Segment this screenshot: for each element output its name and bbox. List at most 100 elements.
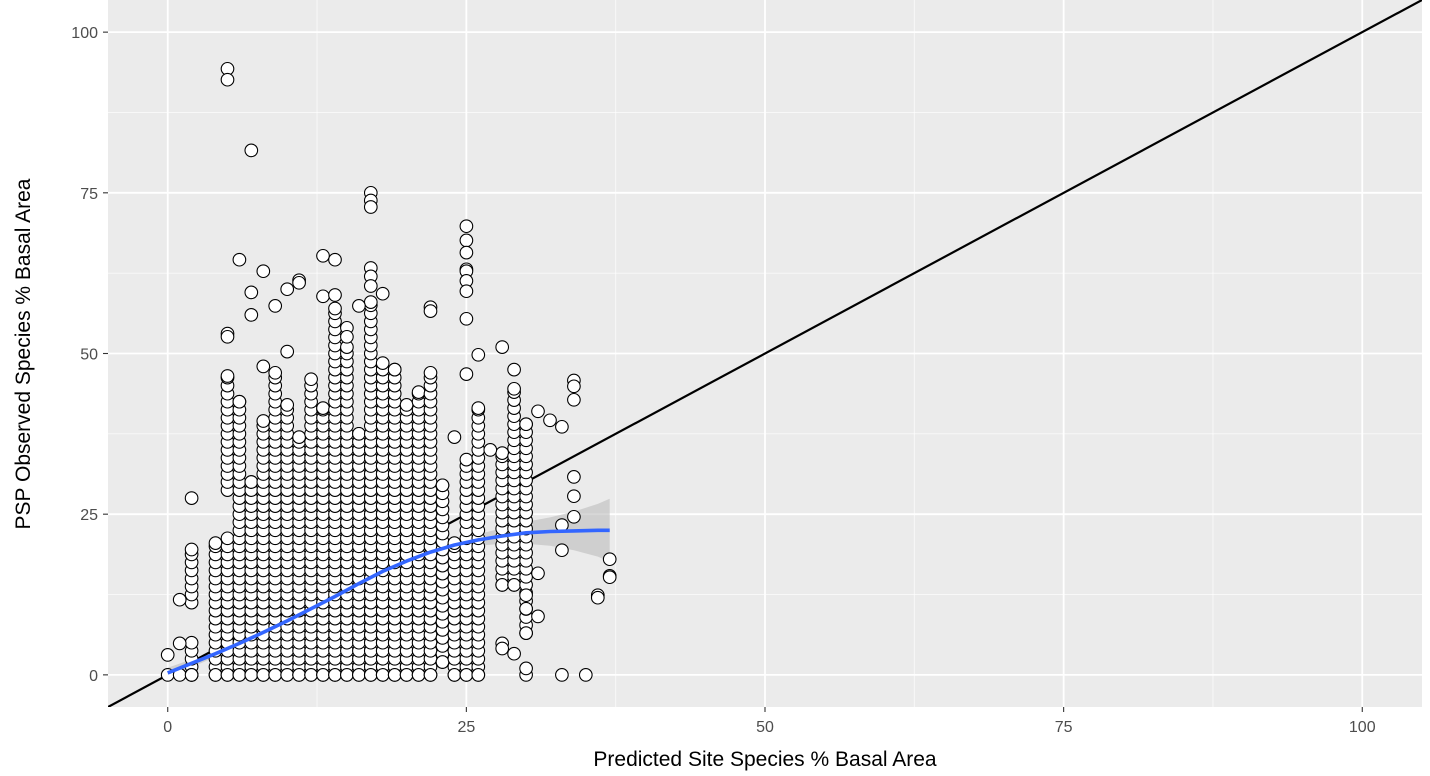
data-point: [280, 668, 295, 682]
data-point: [363, 200, 378, 214]
data-point: [184, 635, 199, 650]
data-point: [184, 668, 199, 682]
data-point: [328, 668, 342, 682]
data-point: [507, 578, 521, 592]
data-point: [555, 419, 569, 434]
data-point: [160, 648, 175, 662]
data-point: [567, 509, 581, 524]
data-point: [519, 661, 533, 676]
data-point: [567, 470, 581, 484]
data-point: [507, 362, 521, 377]
data-point: [316, 401, 330, 415]
data-point: [531, 404, 545, 419]
smooth-line: [167, 528, 610, 675]
data-point: [304, 372, 318, 387]
data-point: [292, 668, 306, 682]
data-point: [184, 542, 199, 557]
x-tick-label: 50: [756, 719, 774, 736]
data-point: [256, 359, 271, 374]
data-point: [387, 362, 402, 377]
data-point: [280, 398, 295, 412]
data-point: [220, 369, 235, 383]
data-point: [256, 668, 271, 682]
y-tick-label: 100: [71, 25, 98, 42]
data-point: [602, 570, 617, 585]
y-tick-label: 0: [89, 668, 98, 685]
data-point: [519, 601, 533, 616]
y-axis-title: PSP Observed Species % Basal Area: [12, 178, 35, 529]
data-point: [292, 275, 306, 290]
data-point: [352, 426, 366, 441]
data-point: [268, 365, 283, 380]
data-point: [459, 367, 474, 381]
data-point: [172, 592, 187, 607]
data-point: [232, 394, 247, 409]
data-point: [578, 668, 593, 682]
data-point: [495, 641, 510, 656]
data-point: [399, 668, 414, 682]
y-tick-label: 25: [80, 507, 98, 524]
data-point: [340, 668, 354, 682]
data-point: [567, 489, 581, 504]
data-point: [375, 356, 390, 370]
data-point: [495, 446, 510, 460]
x-axis: 0 25 50 75 100: [163, 707, 1376, 736]
data-point: [292, 430, 306, 444]
data-point: [172, 636, 187, 651]
data-point: [459, 245, 474, 260]
data-point: [208, 536, 223, 550]
data-point: [232, 668, 247, 682]
data-point: [459, 219, 474, 234]
data-point: [387, 668, 402, 682]
data-point: [328, 301, 342, 316]
data-point: [244, 475, 259, 489]
data-point: [507, 646, 521, 661]
data-point: [363, 295, 378, 309]
data-point: [411, 668, 426, 682]
plot-marks: [108, 0, 1422, 707]
data-point: [244, 668, 259, 682]
y-tick-label: 75: [80, 186, 98, 203]
x-tick-label: 0: [163, 719, 172, 736]
y-tick-label: 50: [80, 347, 98, 364]
data-point: [220, 72, 235, 87]
data-point: [471, 347, 486, 362]
data-point: [268, 299, 283, 313]
data-point: [316, 668, 330, 682]
data-point: [411, 385, 426, 399]
data-point: [567, 379, 581, 394]
data-point: [447, 430, 462, 444]
data-points: [160, 61, 617, 682]
data-point: [602, 552, 617, 567]
data-point: [519, 588, 533, 603]
data-point: [435, 655, 450, 669]
data-point: [256, 414, 271, 428]
data-point: [435, 478, 450, 493]
data-point: [280, 344, 295, 359]
data-point: [543, 413, 557, 428]
data-point: [519, 417, 533, 432]
data-point: [352, 668, 366, 682]
data-point: [363, 668, 378, 682]
data-point: [590, 590, 605, 605]
data-point: [280, 282, 295, 297]
data-point: [495, 578, 510, 592]
data-point: [316, 248, 330, 263]
data-point: [519, 626, 533, 640]
data-point: [423, 365, 438, 380]
data-point: [507, 381, 521, 396]
data-point: [555, 668, 569, 682]
data-point: [208, 668, 223, 682]
data-point: [244, 143, 259, 158]
data-point: [340, 329, 354, 344]
data-point: [220, 531, 235, 546]
data-point: [328, 252, 342, 267]
data-point: [184, 491, 199, 505]
data-point: [232, 252, 247, 267]
data-point: [328, 288, 342, 302]
data-point: [459, 284, 474, 299]
data-point: [459, 668, 474, 682]
data-point: [244, 285, 259, 300]
data-point: [423, 668, 438, 682]
data-point: [316, 289, 330, 304]
